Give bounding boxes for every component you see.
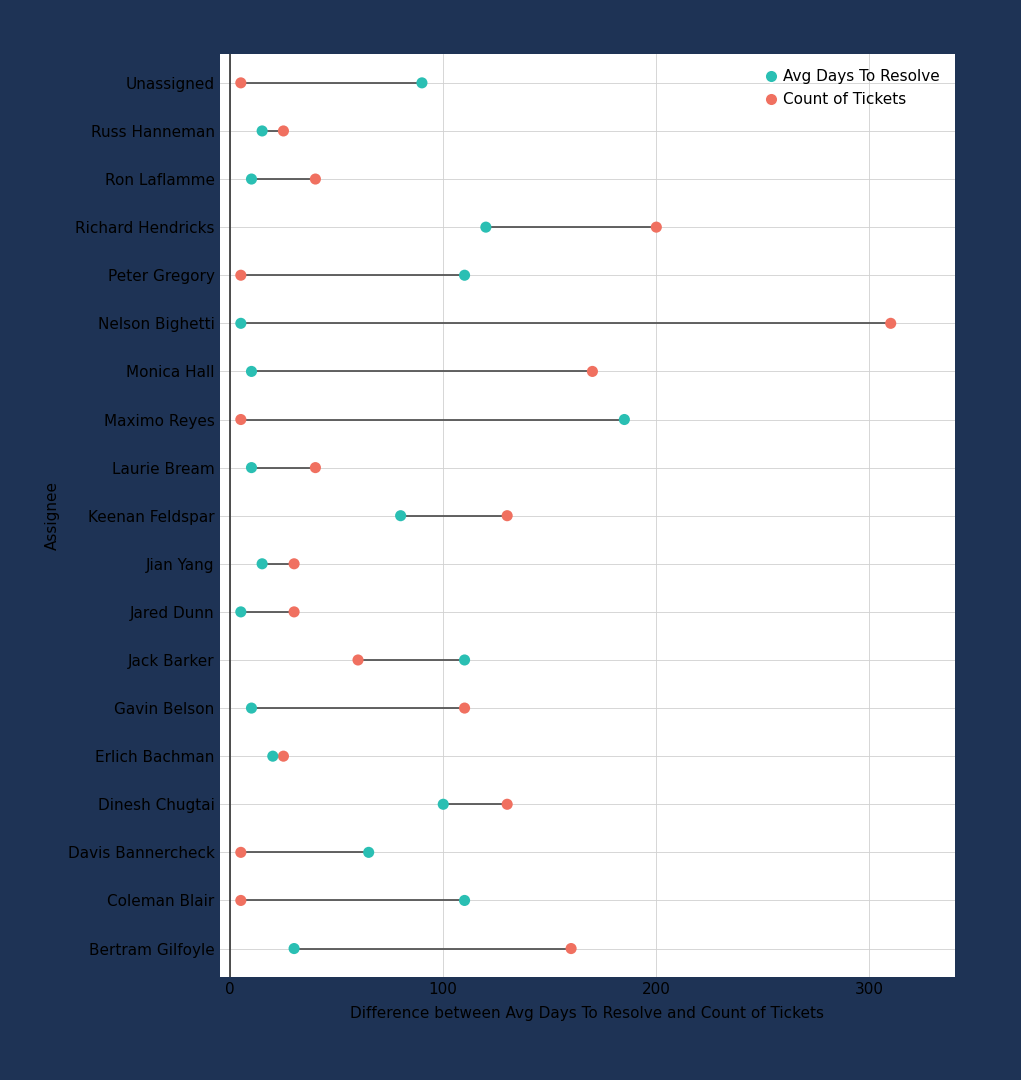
Point <box>584 363 600 380</box>
Point <box>254 122 271 139</box>
Point <box>233 843 249 861</box>
Point <box>254 555 271 572</box>
Point <box>233 267 249 284</box>
Point <box>499 508 516 525</box>
X-axis label: Difference between Avg Days To Resolve and Count of Tickets: Difference between Avg Days To Resolve a… <box>350 1005 824 1021</box>
Point <box>648 218 665 235</box>
Point <box>276 747 292 765</box>
Point <box>233 314 249 332</box>
Point <box>243 700 259 717</box>
Point <box>456 651 473 669</box>
Point <box>233 604 249 621</box>
Point <box>563 940 579 957</box>
Point <box>882 314 898 332</box>
Point <box>456 892 473 909</box>
Point <box>307 459 324 476</box>
Legend: Avg Days To Resolve, Count of Tickets: Avg Days To Resolve, Count of Tickets <box>760 62 947 114</box>
Point <box>478 218 494 235</box>
Point <box>435 796 451 813</box>
Point <box>414 75 430 92</box>
Point <box>233 75 249 92</box>
Point <box>233 410 249 428</box>
Point <box>360 843 377 861</box>
Point <box>456 267 473 284</box>
Point <box>264 747 281 765</box>
Point <box>233 892 249 909</box>
Point <box>617 410 633 428</box>
Point <box>286 555 302 572</box>
Point <box>286 940 302 957</box>
Point <box>456 700 473 717</box>
Point <box>499 796 516 813</box>
Point <box>276 122 292 139</box>
Point <box>243 171 259 188</box>
Point <box>350 651 367 669</box>
Y-axis label: Assignee: Assignee <box>45 482 59 550</box>
Point <box>243 363 259 380</box>
Point <box>307 171 324 188</box>
Point <box>392 508 408 525</box>
Point <box>243 459 259 476</box>
Point <box>286 604 302 621</box>
